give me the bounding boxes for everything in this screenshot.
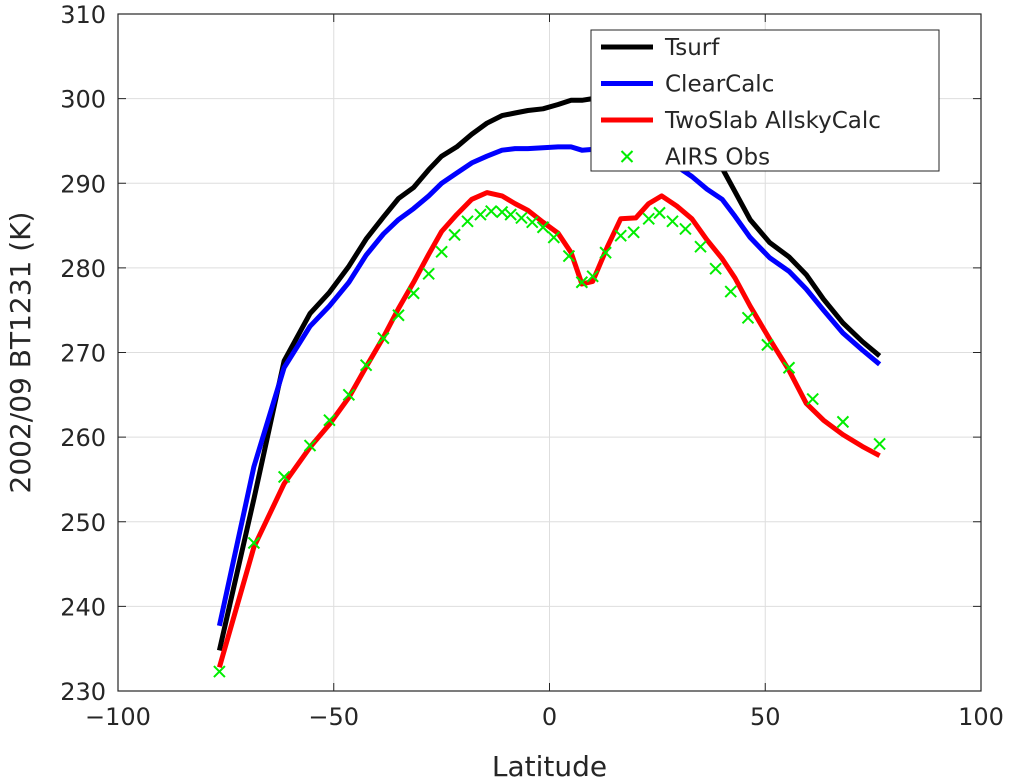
data-point-airs-obs [547,231,561,244]
series-line-tsurf [216,92,882,651]
data-point-airs-obs [536,221,550,234]
legend-swatch-airs-obs [620,150,634,163]
data-point-airs-obs [782,361,796,374]
y-tick-label: 290 [60,170,106,198]
data-point-airs-obs [694,240,707,253]
series-line-clearcalc [216,140,882,627]
data-point-airs-obs [709,262,722,275]
data-point-airs-obs [277,470,291,484]
data-point-airs-obs [323,413,336,427]
tick-group: −100 −50 0 50 100 230 240 250 260 270 280 290 300 310 [60,1,1004,731]
data-point-airs-obs [247,536,261,550]
data-point-airs-obs [474,208,487,221]
data-point-airs-obs [303,439,317,452]
data-point-airs-obs [422,267,435,281]
data-point-airs-obs [666,215,679,228]
legend-label-twoslab-allskycalc: TwoSlab AllskyCalc [664,108,881,134]
data-point-airs-obs [653,206,666,220]
data-point-airs-obs [599,246,612,259]
data-point-airs-obs [392,309,405,322]
data-point-airs-obs [495,205,509,219]
x-tick-label: −100 [85,703,151,731]
data-point-airs-obs [461,215,474,228]
legend: Tsurf ClearCalc TwoSlab AllskyCalc AIRS Obs [590,29,940,172]
y-tick-label: 250 [60,509,106,537]
data-point-airs-obs [342,388,356,402]
data-point-airs-obs [562,249,576,263]
data-point-airs-obs [485,204,498,218]
data-point-airs-obs [515,211,528,225]
data-point-airs-obs [806,392,819,406]
data-point-airs-obs [873,437,886,451]
data-point-airs-obs [213,665,226,678]
y-tick-label: 270 [60,340,106,368]
data-point-airs-obs [761,338,774,352]
x-tick-label: 50 [750,703,781,731]
data-point-airs-obs [642,212,655,225]
y-tick-label: 280 [60,255,106,283]
data-point-airs-obs [741,311,755,325]
data-point-airs-obs [575,276,589,289]
data-point-airs-obs [724,285,737,298]
x-axis-label: Latitude [492,750,607,780]
x-tick-label: −50 [308,703,359,731]
series-group [213,92,886,678]
x-tick-label: 0 [542,703,557,731]
y-tick-label: 260 [60,424,106,452]
data-point-airs-obs [526,215,539,229]
x-tick-label: 100 [958,703,1004,731]
legend-label-clearcalc: ClearCalc [665,72,774,98]
legend-box [590,29,940,172]
data-point-airs-obs [435,245,448,259]
data-point-airs-obs [614,229,627,242]
data-point-airs-obs [359,358,373,372]
data-point-airs-obs [377,331,390,345]
y-tick-label: 230 [60,678,106,706]
data-point-airs-obs [504,208,517,221]
y-axis-label: 2002/09 BT1231 (K) [4,212,37,494]
data-point-airs-obs [586,270,599,283]
data-point-airs-obs [407,287,420,300]
legend-label-airs-obs: AIRS Obs [665,145,770,171]
y-tick-label: 300 [60,86,106,114]
data-point-airs-obs [627,226,640,239]
data-point-airs-obs [836,415,850,429]
data-point-airs-obs [679,222,692,236]
data-point-airs-obs [448,228,461,242]
legend-label-tsurf: Tsurf [664,35,720,61]
y-tick-label: 310 [60,1,106,29]
y-tick-label: 240 [60,593,106,621]
